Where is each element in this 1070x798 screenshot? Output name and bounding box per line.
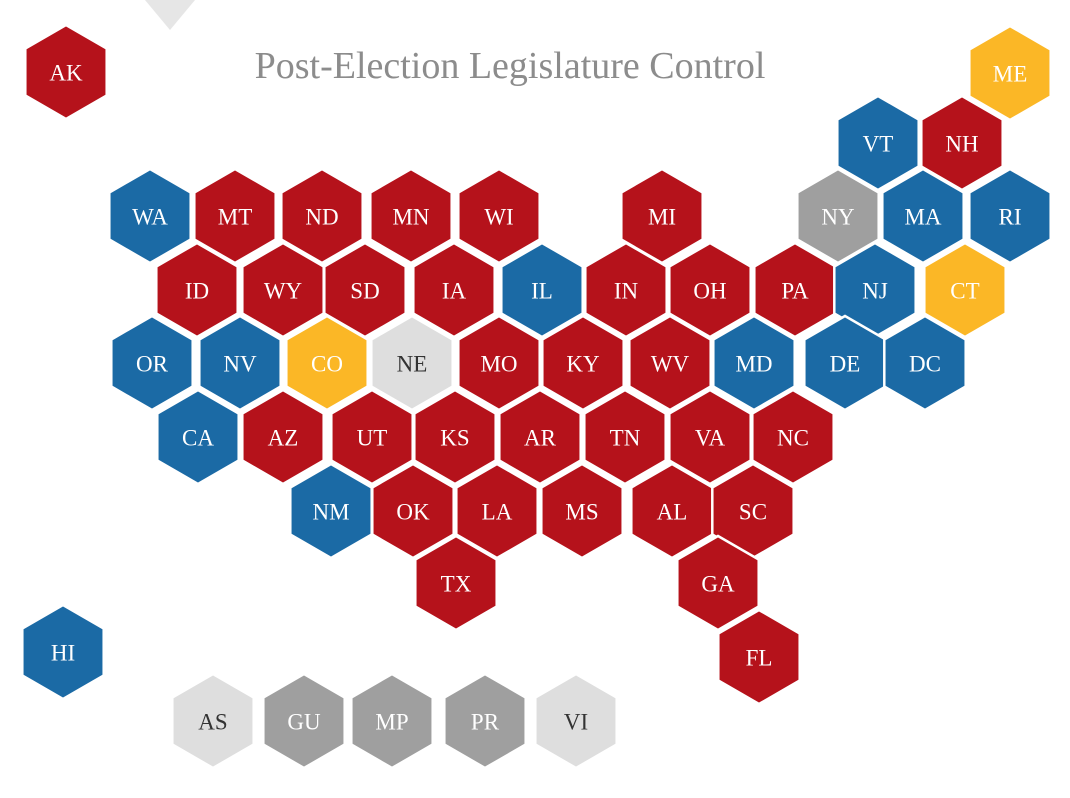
hex-shape-ky[interactable]	[541, 314, 625, 412]
hex-shape-ia[interactable]	[412, 241, 496, 339]
hex-shape-vt[interactable]	[836, 94, 920, 192]
hex-shape-or[interactable]	[110, 314, 194, 412]
hex-shape-mt[interactable]	[193, 167, 277, 265]
hex-gu[interactable]: GU	[262, 672, 346, 770]
map-title: Post-Election Legislature Control	[254, 45, 766, 87]
hex-shape-me[interactable]	[968, 24, 1052, 122]
hex-shape-as[interactable]	[171, 672, 255, 770]
hex-ca[interactable]: CA	[156, 388, 240, 486]
top-marker-triangle	[145, 0, 195, 30]
hex-tn[interactable]: TN	[583, 388, 667, 486]
hex-shape-ok[interactable]	[371, 462, 455, 560]
hex-shape-nd[interactable]	[280, 167, 364, 265]
hex-shape-mo[interactable]	[457, 314, 541, 412]
hex-shape-ne[interactable]	[370, 314, 454, 412]
hex-shape-co[interactable]	[285, 314, 369, 412]
hex-ri[interactable]: RI	[968, 167, 1052, 265]
hex-shape-wi[interactable]	[457, 167, 541, 265]
hex-shape-ms[interactable]	[540, 462, 624, 560]
hex-shape-az[interactable]	[241, 388, 325, 486]
hex-shape-mn[interactable]	[369, 167, 453, 265]
hex-shape-mp[interactable]	[350, 672, 434, 770]
hex-as[interactable]: AS	[171, 672, 255, 770]
hex-or[interactable]: OR	[110, 314, 194, 412]
hex-shape-nh[interactable]	[920, 94, 1004, 192]
hex-shape-pr[interactable]	[443, 672, 527, 770]
hex-ks[interactable]: KS	[413, 388, 497, 486]
hex-shape-ma[interactable]	[881, 167, 965, 265]
hex-az[interactable]: AZ	[241, 388, 325, 486]
hex-nv[interactable]: NV	[198, 314, 282, 412]
hex-shape-dc[interactable]	[883, 314, 967, 412]
hex-shape-nv[interactable]	[198, 314, 282, 412]
hex-wi[interactable]: WI	[457, 167, 541, 265]
hex-shape-ca[interactable]	[156, 388, 240, 486]
hex-shape-va[interactable]	[668, 388, 752, 486]
hex-shape-gu[interactable]	[262, 672, 346, 770]
hex-shape-ga[interactable]	[676, 534, 760, 632]
hex-hi[interactable]: HI	[21, 603, 105, 701]
hex-wa[interactable]: WA	[108, 167, 192, 265]
hex-shape-fl[interactable]	[717, 608, 801, 706]
hex-shape-tn[interactable]	[583, 388, 667, 486]
hex-shape-hi[interactable]	[21, 603, 105, 701]
hex-shape-nc[interactable]	[751, 388, 835, 486]
hex-shape-tx[interactable]	[414, 534, 498, 632]
hex-shape-ar[interactable]	[498, 388, 582, 486]
hex-shape-oh[interactable]	[668, 241, 752, 339]
hex-shape-ks[interactable]	[413, 388, 497, 486]
hex-shape-wv[interactable]	[628, 314, 712, 412]
hex-shape-wa[interactable]	[108, 167, 192, 265]
hex-mn[interactable]: MN	[369, 167, 453, 265]
hex-shape-ri[interactable]	[968, 167, 1052, 265]
hex-shape-ct[interactable]	[923, 241, 1007, 339]
hex-shape-ut[interactable]	[330, 388, 414, 486]
hex-pr[interactable]: PR	[443, 672, 527, 770]
hex-shape-id[interactable]	[155, 241, 239, 339]
hex-shape-la[interactable]	[455, 462, 539, 560]
hex-ms[interactable]: MS	[540, 462, 624, 560]
hex-shape-vi[interactable]	[534, 672, 618, 770]
hex-shape-ak[interactable]	[24, 23, 108, 121]
hex-shape-il[interactable]	[500, 241, 584, 339]
hex-shape-in[interactable]	[584, 241, 668, 339]
hex-vi[interactable]: VI	[534, 672, 618, 770]
hex-mp[interactable]: MP	[350, 672, 434, 770]
hex-ak[interactable]: AK	[24, 23, 108, 121]
hex-shape-md[interactable]	[712, 314, 796, 412]
